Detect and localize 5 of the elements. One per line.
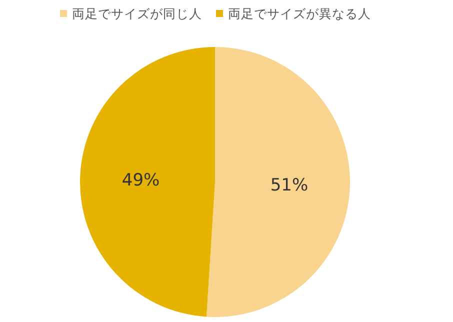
legend-label: 両足でサイズが異なる人: [228, 6, 371, 21]
legend-label: 両足でサイズが同じ人: [72, 6, 202, 21]
legend: 両足でサイズが同じ人 両足でサイズが異なる人: [60, 6, 371, 21]
data-label: 49%: [122, 170, 160, 191]
data-label: 51%: [270, 175, 308, 196]
